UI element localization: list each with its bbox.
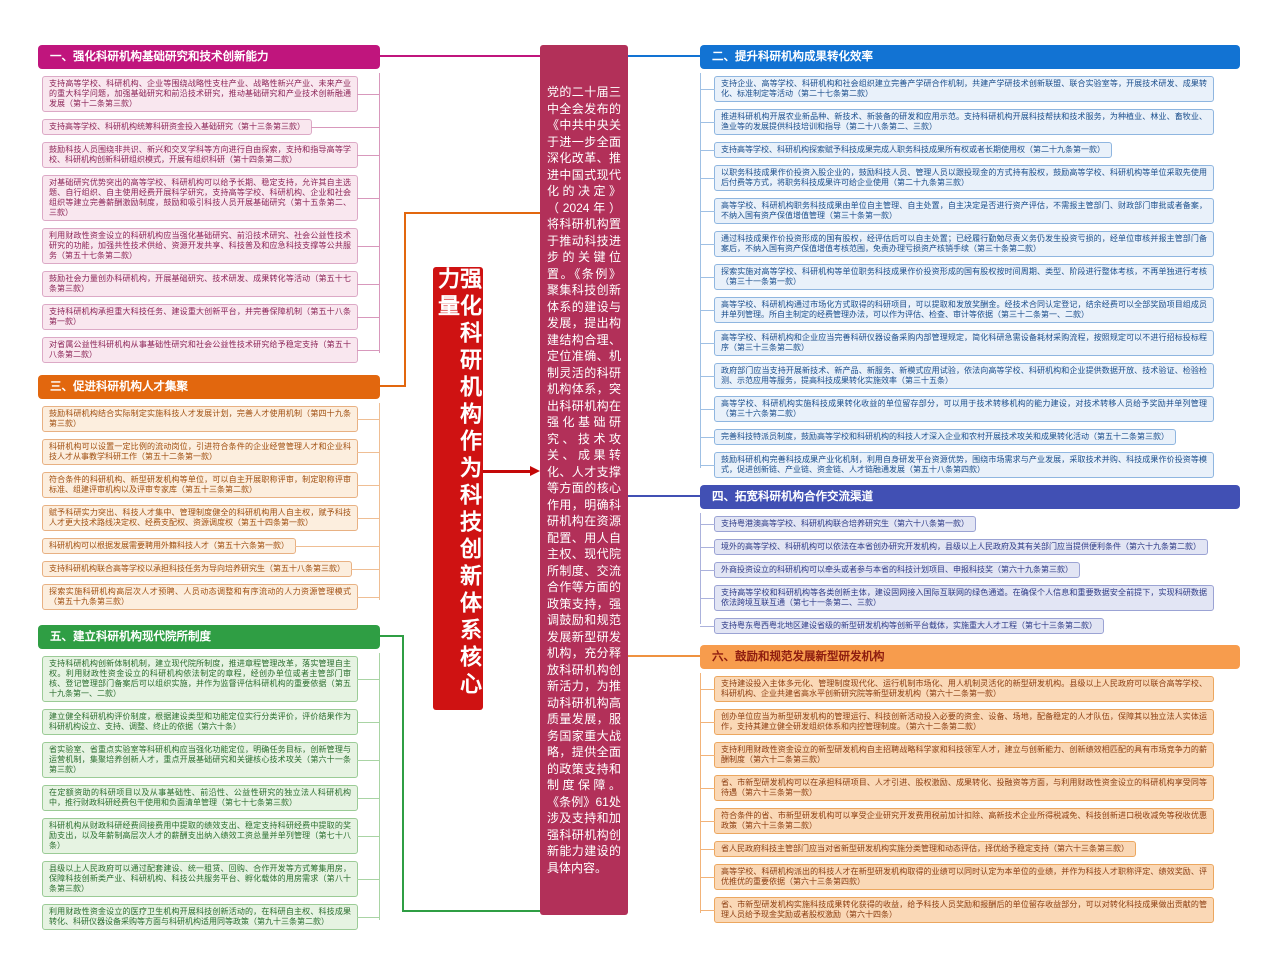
branch-header[interactable]: 六、鼓励和规范发展新型研发机构	[700, 645, 1240, 669]
mindmap-node-item[interactable]: 鼓励科研机构完善科技成果产业化机制，利用自身研发平台资源优势，围绕市场需求与产业…	[700, 452, 1214, 478]
mindmap-node-item[interactable]: 支持高等学校、科研机构统筹科研资金投入基础研究（第十三条第三款）	[42, 119, 380, 135]
mindmap-node-item[interactable]: 支持建设投入主体多元化、管理制度现代化、运行机制市场化、用人机制灵活化的新型研发…	[700, 676, 1214, 702]
connector-branch3	[404, 212, 406, 387]
branch-b5: 五、建立科研机构现代院所制度 支持科研机构创新体制机制，建立现代院所制度，推进章…	[38, 625, 380, 932]
summary-node[interactable]: 党的二十届三中全会发布的《中共中央关于进一步全面深化改革、推进中国式现代化的决定…	[540, 45, 628, 915]
mindmap-node-item[interactable]: 对基础研究优势突出的高等学校、科研机构可以给予长期、稳定支持，允许其自主选题、自…	[42, 175, 380, 221]
connector-branch5	[402, 910, 542, 912]
mindmap-node-item[interactable]: 支持粤东粤西粤北地区建设省级的新型研发机构等创新平台载体，实施重大人才工程（第七…	[700, 618, 1104, 634]
mindmap-node-item[interactable]: 省实验室、省重点实验室等科研机构应当强化功能定位，明确任务目标，创新管理与运营机…	[42, 742, 380, 778]
mindmap-node-item[interactable]: 赋予科研实力突出、科技人才集中、管理制度健全的科研机构用人自主权，赋予科技人才更…	[42, 505, 380, 531]
mindmap-node-item[interactable]: 科研机构可以设置一定比例的流动岗位，引进符合条件的企业经营管理人才和企业科技人才…	[42, 439, 380, 465]
mindmap-node-item[interactable]: 高等学校、科研机构职务科技成果由单位自主管理、自主处置，自主决定是否进行资产评估…	[700, 198, 1214, 224]
mindmap-node-item[interactable]: 支持高等学校和科研机构等各类创新主体，建设固网接入国际互联网的绿色通道。在确保个…	[700, 585, 1214, 611]
mindmap-node-item[interactable]: 探索实施对高等学校、科研机构等单位职务科技成果作价投资形成的国有股权按时间周期、…	[700, 264, 1214, 290]
connector-branch2	[626, 55, 702, 57]
mindmap-node-item[interactable]: 推进科研机构开展农业新品种、新技术、新装备的研发和应用示范。支持科研机构开展科技…	[700, 109, 1214, 135]
branch-items: 支持粤港澳高等学校、科研机构联合培养研究生（第六十八条第一款） 境外的高等学校、科…	[700, 516, 1240, 634]
branch-b4: 四、拓宽科研机构合作交流渠道 支持粤港澳高等学校、科研机构联合培养研究生（第六十…	[700, 485, 1240, 636]
branch-b3: 三、促进科研机构人才集聚 鼓励科研机构结合实际制定实施科技人才发展计划，完善人才…	[38, 375, 380, 612]
mindmap-node-item[interactable]: 科研机构从财政科研经费间接费用中提取的绩效支出、稳定支持科研经费中提取的奖励支出…	[42, 818, 380, 854]
mindmap-node-item[interactable]: 高等学校、科研机构通过市场化方式取得的科研项目，可以提取和发放奖酬金。经技术合同…	[700, 297, 1214, 323]
mindmap-node-item[interactable]: 在定额资助的科研项目以及从事基础性、前沿性、公益性研究的独立法人科研机构中，推行…	[42, 785, 380, 811]
root-title[interactable]: 强化科研机构作为科技创新体系核心力量	[433, 267, 483, 710]
branch-items: 支持企业、高等学校、科研机构和社会组织建立完善产学研合作机制，共建产学研技术创新…	[700, 76, 1240, 478]
connector-branch5	[402, 635, 404, 912]
connector-branch1	[378, 55, 542, 57]
mindmap-node-item[interactable]: 支持科研机构联合高等学校以承担科技任务为导向培养研究生（第五十八条第三款）	[42, 561, 380, 577]
mindmap-node-item[interactable]: 鼓励社会力量创办科研机构，开展基础研究、技术研发、成果转化等活动（第五十七条第三…	[42, 271, 380, 297]
mindmap-node-item[interactable]: 通过科技成果作价投资形成的国有股权，经评估后可以自主处置；已经履行勤勉尽责义务仍…	[700, 231, 1214, 257]
mindmap-node-item[interactable]: 支持企业、高等学校、科研机构和社会组织建立完善产学研合作机制，共建产学研技术创新…	[700, 76, 1214, 102]
mindmap-node-item[interactable]: 外商投资设立的科研机构可以牵头或者参与本省的科技计划项目、申报科技奖（第六十九条…	[700, 562, 1080, 578]
connector-branch3	[378, 385, 406, 387]
mindmap-node-item[interactable]: 境外的高等学校、科研机构可以依法在本省创办研究开发机构，县级以上人民政府及其有关…	[700, 539, 1208, 555]
branch-b6: 六、鼓励和规范发展新型研发机构 支持建设投入主体多元化、管理制度现代化、运行机制…	[700, 645, 1240, 925]
mindmap-node-item[interactable]: 探索实施科研机构高层次人才预聘、人员动态调整和有序流动的人力资源管理模式（第五十…	[42, 584, 380, 610]
mindmap-node-item[interactable]: 支持高等学校、科研机构、企业等围绕战略性支柱产业、战略性新兴产业、未来产业的重大…	[42, 76, 380, 112]
connector-branch4	[626, 495, 702, 497]
mindmap-node-item[interactable]: 符合条件的科研机构、新型研发机构等单位，可以自主开展职称评审，制定职称评审标准、…	[42, 472, 380, 498]
branch-items: 支持科研机构创新体制机制，建立现代院所制度，推进章程管理改革，落实管理自主权。利…	[42, 656, 380, 930]
branch-header[interactable]: 五、建立科研机构现代院所制度	[38, 625, 380, 649]
mindmap-node-item[interactable]: 创办单位应当为新型研发机构的管理运行、科技创新活动投入必要的资金、设备、场地，配…	[700, 709, 1214, 735]
branch-items: 支持高等学校、科研机构、企业等围绕战略性支柱产业、战略性新兴产业、未来产业的重大…	[42, 76, 380, 363]
mindmap-node-item[interactable]: 省、市新型研发机构可以在承担科研项目、人才引进、股权激励、成果转化、投融资等方面…	[700, 775, 1214, 801]
mindmap-node-item[interactable]: 县级以上人民政府可以通过配套建设、统一租赁、回购、合作开发等方式筹集用房，保障科…	[42, 861, 380, 897]
mindmap-node-item[interactable]: 高等学校、科研机构实施科技成果转化收益的单位留存部分，可以用于技术转移机构的能力…	[700, 396, 1214, 422]
connector-branch5	[378, 635, 404, 637]
branch-header[interactable]: 三、促进科研机构人才集聚	[38, 375, 380, 399]
root-title-text: 强化科研机构作为科技创新体系核心力量	[435, 267, 482, 699]
branch-items: 鼓励科研机构结合实际制定实施科技人才发展计划，完善人才使用机制（第四十九条第三款…	[42, 406, 380, 610]
mindmap-node-item[interactable]: 鼓励科研机构结合实际制定实施科技人才发展计划，完善人才使用机制（第四十九条第三款…	[42, 406, 380, 432]
connector-root-arrow	[483, 470, 531, 473]
mindmap-node-item[interactable]: 省、市新型研发机构实施科技成果转化获得的收益，给予科技人员奖励和报酬后的单位留存…	[700, 897, 1214, 923]
mindmap-node-item[interactable]: 支持高等学校、科研机构探索赋予科技成果完成人职务科技成果所有权或者长期使用权（第…	[700, 142, 1112, 158]
mindmap-node-item[interactable]: 支持科研机构承担重大科技任务、建设重大创新平台，并完善保障机制（第五十八条第一款…	[42, 304, 380, 330]
mindmap-node-item[interactable]: 高等学校、科研机构和企业应当完善科研仪器设备采购内部管理规定，简化科研急需设备耗…	[700, 330, 1214, 356]
arrow-head-icon	[530, 466, 540, 476]
mindmap-node-item[interactable]: 鼓励科技人员围绕非共识、新兴和交叉学科等方向进行自由探索，支持和指导高等学校、科…	[42, 142, 380, 168]
mindmap-node-item[interactable]: 完善科技特派员制度，鼓励高等学校和科研机构的科技人才深入企业和农村开展技术攻关和…	[700, 429, 1176, 445]
branch-header[interactable]: 一、强化科研机构基础研究和技术创新能力	[38, 45, 380, 69]
mindmap-node-item[interactable]: 对省属公益性科研机构从事基础性研究和社会公益性技术研究给予稳定支持（第五十八条第…	[42, 337, 380, 363]
mindmap-node-item[interactable]: 符合条件的省、市新型研发机构可以享受企业研究开发费用税前加计扣除、高新技术企业所…	[700, 808, 1214, 834]
mindmap-node-item[interactable]: 高等学校、科研机构派出的科技人才在新型研发机构取得的业绩可以同时认定为本单位的业…	[700, 864, 1214, 890]
mindmap-node-item[interactable]: 以职务科技成果作价投资入股企业的，鼓励科技人员、管理人员以跟投现金的方式持有股权…	[700, 165, 1214, 191]
branch-header[interactable]: 二、提升科研机构成果转化效率	[700, 45, 1240, 69]
summary-text: 党的二十届三中全会发布的《中共中央关于进一步全面深化改革、推进中国式现代化的决定…	[547, 85, 621, 875]
mindmap-node-item[interactable]: 政府部门应当支持开展新技术、新产品、新服务、新模式应用试验，依法向高等学校、科研…	[700, 363, 1214, 389]
mindmap-node-item[interactable]: 科研机构可以根据发展需要聘用外籍科技人才（第五十六条第一款）	[42, 538, 380, 554]
connector-branch6	[626, 655, 702, 657]
mindmap-node-item[interactable]: 利用财政性资金设立的科研机构应当强化基础研究、前沿技术研究、社会公益性技术研究的…	[42, 228, 380, 264]
branch-b2: 二、提升科研机构成果转化效率 支持企业、高等学校、科研机构和社会组织建立完善产学…	[700, 45, 1240, 480]
mindmap-node-item[interactable]: 利用财政性资金设立的医疗卫生机构开展科技创新活动的，在科研自主权、科技成果转化、…	[42, 904, 380, 930]
branch-header[interactable]: 四、拓宽科研机构合作交流渠道	[700, 485, 1240, 509]
mindmap-node-item[interactable]: 建立健全科研机构评价制度，根据建设类型和功能定位实行分类评价，评价结果作为科研机…	[42, 709, 380, 735]
mindmap-node-item[interactable]: 支持利用财政性资金设立的新型研发机构自主招聘战略科学家和科技领军人才，建立与创新…	[700, 742, 1214, 768]
branch-items: 支持建设投入主体多元化、管理制度现代化、运行机制市场化、用人机制灵活化的新型研发…	[700, 676, 1240, 923]
mindmap-node-item[interactable]: 省人民政府科技主管部门应当对省新型研发机构实施分类管理和动态评估，择优给予稳定支…	[700, 841, 1136, 857]
mindmap-node-item[interactable]: 支持科研机构创新体制机制，建立现代院所制度，推进章程管理改革，落实管理自主权。利…	[42, 656, 380, 702]
mindmap-node-item[interactable]: 支持粤港澳高等学校、科研机构联合培养研究生（第六十八条第一款）	[700, 516, 976, 532]
connector-branch3	[404, 212, 542, 214]
branch-b1: 一、强化科研机构基础研究和技术创新能力 支持高等学校、科研机构、企业等围绕战略性…	[38, 45, 380, 365]
